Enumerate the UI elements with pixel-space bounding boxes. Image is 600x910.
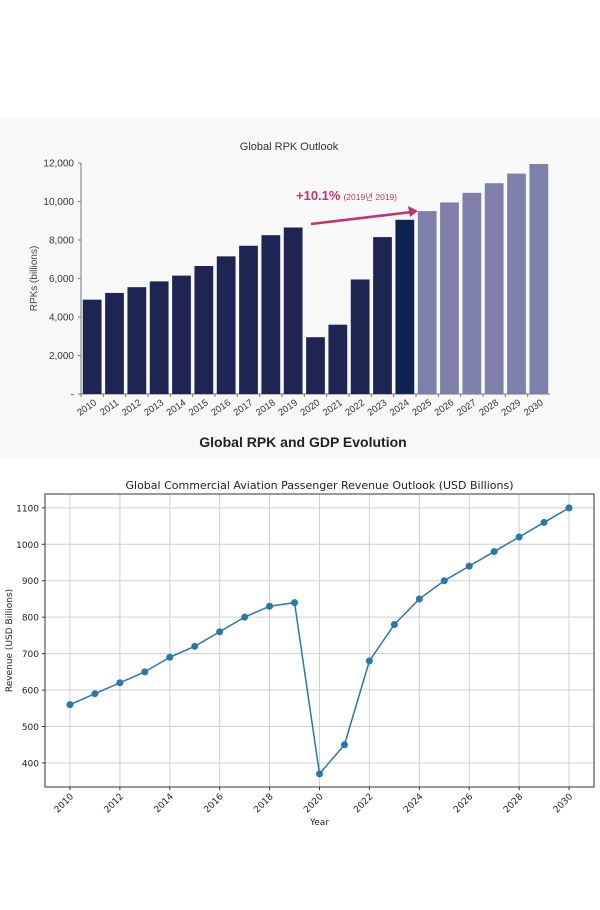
bar-2013	[149, 281, 169, 394]
data-point-2017	[241, 613, 249, 621]
revenue-line-chart: Global Commercial Aviation Passenger Rev…	[5, 479, 595, 828]
data-point-2012	[116, 679, 124, 687]
x-tick-label: 2024	[402, 792, 425, 815]
y-tick-label: 1100	[16, 504, 39, 514]
x-tick-label: 2020	[302, 792, 325, 815]
bar-2020	[306, 337, 325, 394]
bar-2011	[105, 292, 124, 394]
data-point-2024	[415, 595, 423, 603]
data-point-2020	[316, 770, 323, 778]
growth-annotation: +10.1% (2019년 2019)	[296, 188, 397, 203]
plot-frame	[44, 493, 595, 788]
bar-2012	[127, 287, 147, 394]
x-tick-label: 2016	[203, 792, 226, 815]
data-point-2027	[490, 548, 498, 556]
y-tick-label: 800	[22, 614, 39, 624]
x-tick-label: 2010	[53, 792, 76, 815]
y-tick-label: 400	[22, 759, 39, 769]
bar-2015	[194, 265, 214, 394]
x-tick-label: 2018	[252, 792, 275, 815]
x-tick-label: 2022	[352, 792, 375, 815]
x-tick-label: 2026	[452, 792, 475, 815]
bar-2018	[261, 235, 281, 394]
bar-2025	[417, 211, 437, 394]
y-tick-label: 6,000	[49, 274, 74, 285]
bar-2027	[462, 192, 482, 394]
bar-2023	[373, 237, 392, 394]
bar-2022	[350, 279, 370, 394]
data-point-2025	[440, 577, 448, 585]
x-tick-label: 2028	[502, 792, 525, 815]
bar-chart-subtitle: Global RPK and GDP Evolution	[199, 434, 406, 450]
bar-2019	[283, 227, 303, 394]
bar-2010	[82, 299, 102, 394]
data-point-2021	[340, 741, 348, 749]
y-tick-label: 12,000	[43, 159, 74, 170]
x-tick-label: 2030	[552, 792, 575, 815]
growth-arrow-head	[408, 206, 418, 217]
bar-2029	[507, 173, 526, 394]
data-point-2010	[66, 701, 74, 709]
x-tick-label: 2012	[103, 792, 126, 815]
data-point-2015	[191, 642, 199, 650]
bar-2026	[440, 202, 459, 394]
data-point-2030	[565, 504, 573, 512]
data-point-2019	[291, 599, 299, 607]
line-chart-title: Global Commercial Aviation Passenger Rev…	[126, 479, 514, 492]
bar-2030	[529, 163, 549, 394]
y-axis-label: RPKs (billions)	[29, 246, 40, 312]
data-point-2013	[141, 668, 149, 676]
y-tick-label: 4,000	[49, 313, 74, 324]
bar-2017	[239, 245, 258, 394]
growth-percent: +10.1%	[296, 188, 341, 203]
y-tick-label: 8,000	[49, 236, 74, 247]
data-point-2026	[465, 562, 473, 570]
growth-note: (2019년 2019)	[343, 192, 397, 202]
y-tick-label: -	[71, 390, 74, 401]
bar-2014	[172, 275, 191, 394]
data-point-2029	[540, 518, 548, 526]
x-axis-label: Year	[309, 818, 329, 828]
y-tick-label: 1000	[16, 541, 39, 551]
bar-chart-title: Global RPK Outlook	[240, 141, 339, 153]
bar-2024	[395, 219, 415, 394]
y-tick-label: 900	[22, 577, 39, 587]
data-point-2028	[515, 533, 523, 541]
y-tick-label: 700	[22, 650, 39, 660]
data-point-2022	[365, 657, 373, 665]
data-point-2016	[216, 628, 224, 636]
growth-arrow-shaft	[310, 210, 413, 226]
bar-2021	[328, 324, 348, 394]
bar-2016	[216, 256, 236, 394]
y-tick-label: 10,000	[43, 197, 74, 208]
data-point-2014	[166, 653, 174, 661]
bar-2028	[484, 183, 504, 394]
y-tick-label: 2,000	[49, 351, 74, 362]
y-tick-label: 600	[22, 687, 39, 697]
y-tick-label: 500	[22, 723, 39, 733]
y-axis-label: Revenue (USD Billions)	[5, 589, 15, 692]
x-tick-label: 2014	[153, 792, 176, 815]
data-point-2011	[91, 690, 99, 698]
data-point-2018	[266, 602, 274, 610]
data-point-2023	[390, 620, 398, 628]
